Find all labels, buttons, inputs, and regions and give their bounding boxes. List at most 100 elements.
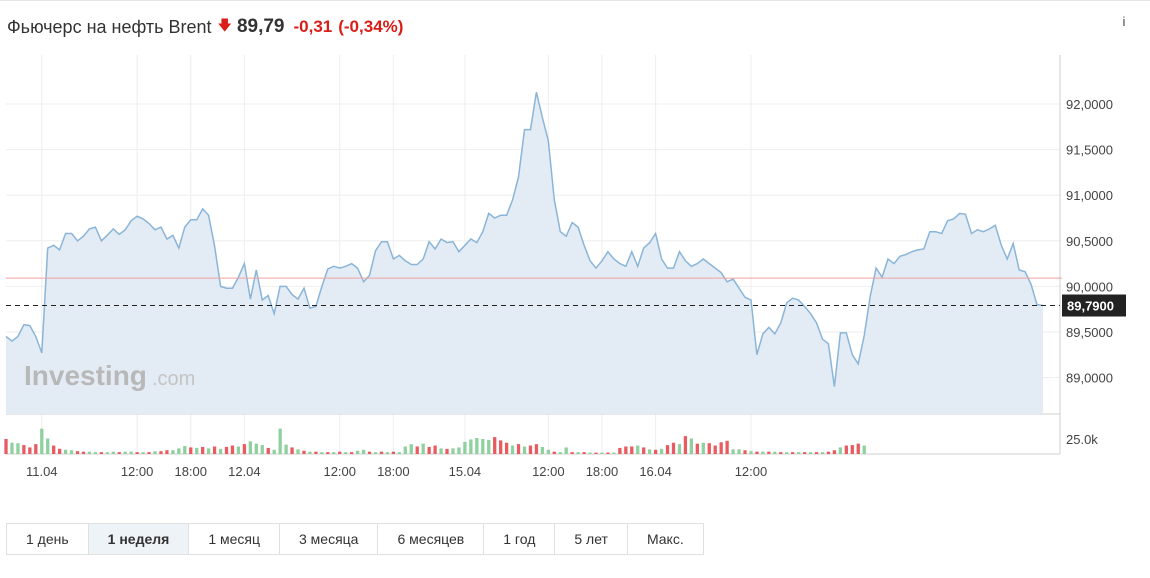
volume-bar [284, 444, 288, 454]
volume-bar [314, 451, 318, 454]
volume-bar [856, 443, 860, 454]
volume-bar [141, 452, 145, 454]
price-change: -0,31 [293, 17, 333, 36]
tab-6-months[interactable]: 6 месяцев [378, 524, 485, 554]
x-tick-label: 11.04 [26, 464, 58, 479]
volume-bar [606, 452, 610, 454]
volume-axis: 25.0k [1066, 432, 1098, 447]
volume-bar [814, 452, 819, 454]
volume-bar [594, 452, 598, 454]
volume-bar [46, 438, 50, 454]
volume-bar [439, 448, 443, 454]
volume-bar [552, 451, 556, 454]
x-tick-label: 12.04 [228, 464, 261, 479]
top-border [0, 0, 1150, 1]
volume-bar [791, 452, 795, 454]
volume-bar [290, 447, 294, 454]
volume-bar [361, 449, 366, 454]
instrument-title: Фьючерс на нефть Brent [7, 16, 212, 37]
tab-1-day[interactable]: 1 день [7, 524, 89, 554]
volume-bar [826, 451, 831, 454]
volume-bar [487, 439, 491, 454]
price-chart: 92,0000 91,5000 91,0000 90,5000 90,0000 89,50… [4, 55, 1126, 479]
y-tick-label: 90,0000 [1066, 279, 1113, 294]
x-tick-label: 18:00 [174, 464, 207, 479]
volume-bar [212, 446, 217, 454]
volume-bar [260, 445, 264, 454]
volume-bar [808, 452, 813, 454]
period-tabs: 1 день 1 неделя 1 месяц 3 месяца 6 месяц… [6, 523, 704, 555]
volume-bar [296, 449, 300, 454]
volume-bar [22, 445, 26, 454]
volume-bar [272, 449, 276, 454]
volume-bar [838, 447, 843, 454]
volume-bar [28, 447, 32, 454]
tab-max[interactable]: Макс. [646, 531, 684, 547]
volume-bar [236, 446, 241, 454]
volume-bar [34, 444, 38, 454]
info-icon[interactable]: i [1122, 14, 1126, 29]
volume-bar [189, 447, 193, 454]
volume-bar [153, 451, 157, 454]
volume-bar [731, 449, 735, 454]
tab-5-years[interactable]: 5 лет [555, 524, 628, 554]
x-tick-label: 15.04 [449, 464, 482, 479]
volume-bar [600, 452, 604, 454]
volume-bar [201, 446, 205, 454]
volume-bar [546, 449, 550, 454]
volume-bar [677, 444, 682, 454]
volume-bar [326, 452, 330, 454]
price-line [5, 92, 1044, 387]
volume-bar [612, 452, 616, 454]
volume-bar [195, 447, 199, 454]
price-change-percent: (-0,34%) [338, 17, 404, 36]
volume-bar [469, 439, 473, 454]
y-axis: 92,0000 91,5000 91,0000 90,5000 90,0000 89,50… [1066, 97, 1113, 386]
last-price-badge-label: 89,7900 [1067, 299, 1114, 314]
volume-bar [755, 451, 759, 454]
volume-bar [701, 442, 705, 454]
volume-bar [278, 428, 282, 454]
volume-bar [510, 445, 515, 454]
volume-bar [16, 443, 20, 454]
volume-bar [81, 451, 86, 454]
volume-bar [707, 443, 711, 454]
volume-bar [534, 444, 539, 454]
volume-bar [63, 449, 68, 454]
volume-bar [558, 452, 562, 454]
volume-bar [427, 446, 431, 454]
volume-bar [653, 449, 658, 454]
tab-1-month[interactable]: 1 месяц [189, 524, 280, 554]
tab-3-months[interactable]: 3 месяца [280, 524, 379, 554]
x-tick-label: 12:00 [735, 464, 768, 479]
volume-bar [665, 445, 670, 454]
volume-bar [433, 445, 437, 454]
y-tick-label: 90,5000 [1066, 234, 1113, 249]
last-price-badge-bg [1062, 294, 1126, 317]
volume-bar [135, 452, 139, 454]
volume-bar [206, 448, 211, 454]
volume-bar [564, 447, 568, 454]
y-tick-label: 89,0000 [1066, 371, 1113, 386]
volume-bar [379, 451, 384, 454]
volume-bar [99, 452, 103, 454]
tab-1-year[interactable]: 1 год [484, 524, 556, 554]
volume-bar [332, 452, 336, 454]
volume-bar [773, 451, 777, 454]
volume-bar [457, 447, 461, 454]
volume-bar [403, 446, 407, 454]
volume-bar [636, 445, 640, 454]
volume-bar [147, 452, 151, 454]
volume-bar [367, 451, 372, 454]
volume-bar [40, 428, 44, 454]
volume-bar [421, 443, 425, 454]
volume-bar [4, 438, 8, 454]
tab-1-week[interactable]: 1 неделя [88, 524, 190, 554]
volume-bar [183, 446, 187, 454]
volume-bar [117, 452, 121, 454]
volume-bar [797, 452, 801, 454]
x-tick-label: 12:00 [121, 464, 154, 479]
volume-bar [862, 445, 866, 454]
volume-bar [499, 440, 503, 454]
x-tick-label: 18:00 [586, 464, 619, 479]
